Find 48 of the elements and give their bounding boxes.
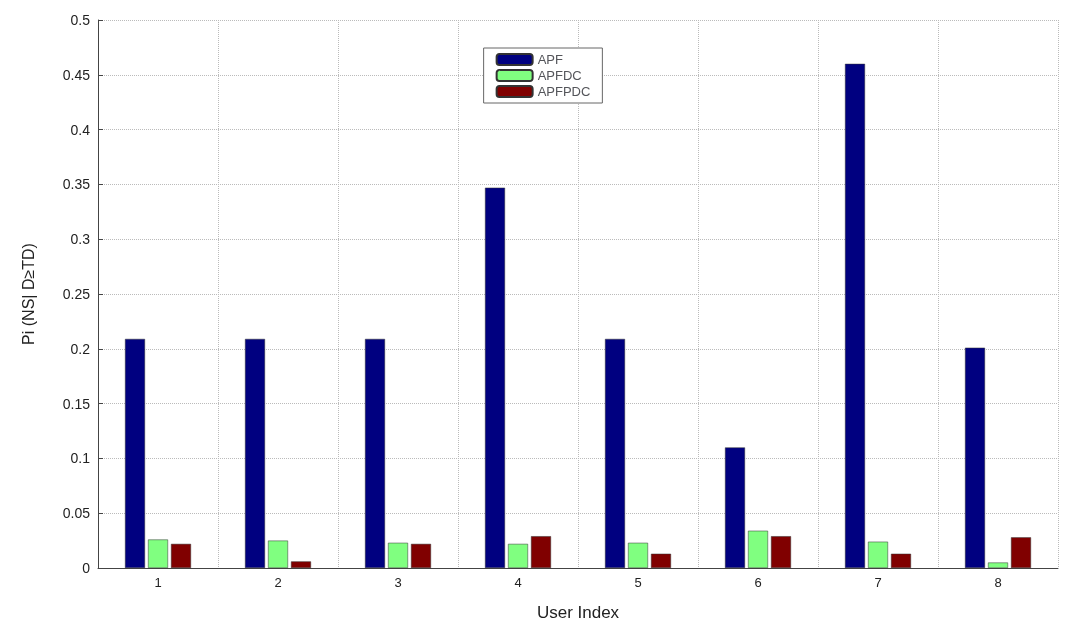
bar xyxy=(508,543,528,568)
bar xyxy=(605,338,625,568)
bar xyxy=(748,530,768,568)
x-tick-label: 6 xyxy=(754,575,762,590)
y-tick-label: 0.45 xyxy=(62,66,91,83)
x-axis-title: User Index xyxy=(536,603,620,622)
bar xyxy=(1011,537,1031,568)
y-tick-label: 0.5 xyxy=(70,12,91,28)
x-tick-label: 8 xyxy=(994,575,1002,590)
bar xyxy=(965,347,985,568)
y-axis-title: Pi (NS| D≥TD) xyxy=(19,243,37,345)
bar xyxy=(531,536,551,568)
bar xyxy=(268,540,288,568)
x-tick-label: 7 xyxy=(874,575,882,590)
x-tick-label: 5 xyxy=(634,575,642,590)
bar xyxy=(148,539,168,568)
legend-label: APFPDC xyxy=(537,84,591,99)
bar xyxy=(771,536,791,568)
y-tick-label: 0.25 xyxy=(62,286,91,302)
bar xyxy=(988,562,1008,568)
y-tick-label: 0.4 xyxy=(70,121,91,138)
bar xyxy=(485,187,505,568)
x-tick-label: 3 xyxy=(394,575,402,590)
y-tick-label: 0.2 xyxy=(70,340,91,357)
y-tick-label: 0.15 xyxy=(62,395,91,412)
bar xyxy=(651,553,671,568)
bar xyxy=(725,447,745,568)
bar xyxy=(171,543,191,568)
y-tick-label: 0 xyxy=(82,560,91,576)
y-tick-label: 0.3 xyxy=(70,231,91,248)
bar xyxy=(245,338,265,568)
bar xyxy=(365,338,385,568)
bar xyxy=(411,543,431,568)
x-tick-label: 2 xyxy=(274,575,282,590)
x-tick-label: 4 xyxy=(514,575,522,590)
bar xyxy=(891,553,911,568)
bar xyxy=(291,561,311,568)
y-tick-label: 0.35 xyxy=(62,176,91,193)
legend-label: APF xyxy=(537,52,563,67)
x-tick-label: 1 xyxy=(154,575,162,590)
y-tick-label: 0.1 xyxy=(70,450,91,467)
bar xyxy=(125,338,145,568)
bar xyxy=(868,541,888,568)
bar xyxy=(388,542,408,568)
bar xyxy=(628,542,648,568)
legend-label: APFDC xyxy=(537,68,582,83)
bar xyxy=(845,63,865,568)
y-tick-label: 0.05 xyxy=(62,505,91,522)
